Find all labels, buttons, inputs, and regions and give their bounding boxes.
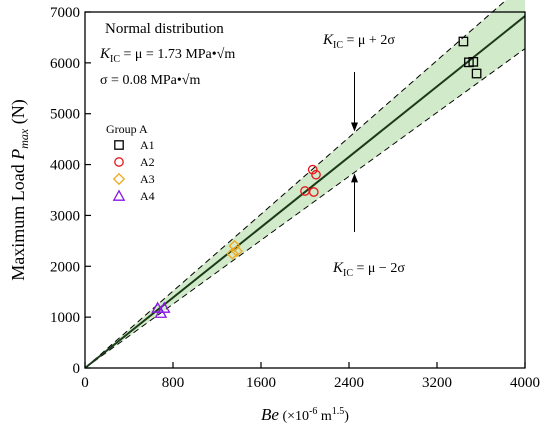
x-tick-label: 2400 <box>334 375 364 391</box>
y-tick-label: 0 <box>73 361 81 377</box>
upper-band-label: KIC = μ + 2σ <box>322 32 395 51</box>
lower-arrow-head <box>351 173 358 183</box>
annotation-title: Normal distribution <box>105 21 224 37</box>
data-point-a4 <box>157 301 171 313</box>
y-tick-label: 7000 <box>50 5 80 21</box>
data-point-a1 <box>471 68 482 79</box>
confidence-band <box>85 0 525 368</box>
legend-label-a2: A2 <box>140 155 155 169</box>
annotation-sigma: σ = 0.08 MPa•√m <box>100 73 200 88</box>
y-tick-label: 5000 <box>50 107 80 123</box>
y-tick-label: 6000 <box>50 56 80 72</box>
data-point-a2 <box>308 187 319 197</box>
data-point-a2 <box>311 169 321 180</box>
y-tick-label: 2000 <box>50 259 80 275</box>
data-point-a4 <box>154 306 168 318</box>
x-tick-label: 0 <box>81 375 89 391</box>
y-tick-label: 3000 <box>50 208 80 224</box>
data-point-a3 <box>228 239 241 253</box>
x-tick-label: 4000 <box>510 375 540 391</box>
annotation-mean: KIC = μ = 1.73 MPa•√m <box>99 46 235 65</box>
annotation-block: Normal distribution KIC = μ = 1.73 MPa•√… <box>99 21 235 88</box>
legend-marker-a1 <box>114 140 124 150</box>
lower-band-label: KIC = μ − 2σ <box>332 260 405 279</box>
legend-marker-a2 <box>114 157 124 167</box>
legend-title: Group A <box>106 122 148 136</box>
axis-ticks: 0 800 1600 2400 3200 4000 0 1000 2000 3000 4000 500… <box>50 5 540 391</box>
data-point-a1 <box>468 56 479 67</box>
x-tick-label: 800 <box>162 375 185 391</box>
legend-label-a1: A1 <box>140 138 155 152</box>
data-point-a3 <box>226 247 239 260</box>
x-tick-label: 3200 <box>422 375 452 391</box>
data-point-a1 <box>458 36 469 47</box>
legend-marker-a4 <box>112 189 126 201</box>
plot-area <box>84 0 526 369</box>
data-point-a3 <box>230 244 243 258</box>
legend: Group A A1 A2 A3 A4 <box>106 122 155 203</box>
y-axis-label: Maximum Load Pmax (N) <box>8 99 31 280</box>
plot-frame <box>84 11 526 369</box>
data-point-a2 <box>307 164 318 175</box>
data-point-a4 <box>151 301 164 313</box>
legend-label-a3: A3 <box>140 172 155 186</box>
y-tick-label: 1000 <box>50 310 80 326</box>
y-tick-label: 4000 <box>50 158 80 174</box>
legend-label-a4: A4 <box>140 189 155 203</box>
mean-fit-line <box>84 15 526 369</box>
legend-marker-a3 <box>112 172 126 186</box>
x-tick-label: 1600 <box>246 375 276 391</box>
lower-bound-line <box>84 48 526 369</box>
upper-bound-line <box>84 0 507 369</box>
x-axis-label: Be (×10-6 m1.5) <box>261 405 349 424</box>
upper-arrow-head <box>351 122 358 132</box>
